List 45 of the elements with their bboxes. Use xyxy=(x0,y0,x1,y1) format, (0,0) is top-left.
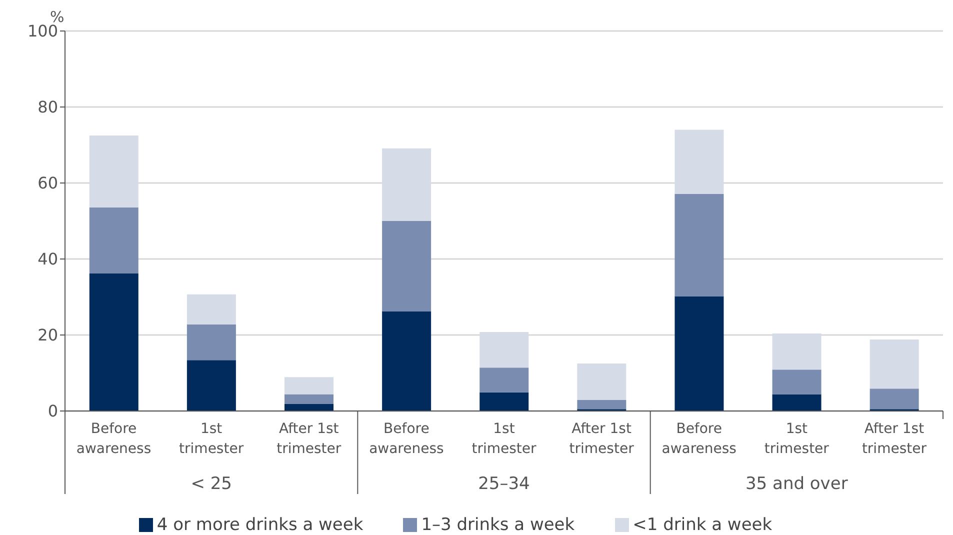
bar xyxy=(186,360,236,411)
legend-label: 1–3 drinks a week xyxy=(421,515,575,535)
bar xyxy=(577,400,626,410)
x-tick-label: After 1st trimester xyxy=(862,421,927,457)
bar xyxy=(870,340,919,389)
x-tick-label: Before awareness xyxy=(662,421,736,457)
y-tick-label: 0 xyxy=(48,402,58,421)
bar xyxy=(772,370,822,394)
bar xyxy=(674,194,724,296)
bar xyxy=(870,388,919,410)
text: < 25 xyxy=(190,474,232,494)
bar xyxy=(382,311,432,411)
y-tick-label: 60 xyxy=(38,174,58,193)
x-tick-label: Before awareness xyxy=(76,421,152,457)
bar xyxy=(186,294,236,324)
y-tick-label: 20 xyxy=(38,326,58,345)
bar xyxy=(480,392,529,411)
legend-label: <1 drink a week xyxy=(632,515,772,535)
bar xyxy=(89,273,138,411)
legend-label: 4 or more drinks a week xyxy=(156,515,364,535)
bar xyxy=(382,221,432,312)
y-tick-label: 80 xyxy=(38,98,58,117)
bar xyxy=(772,394,822,411)
text: 35 and over xyxy=(745,474,848,494)
x-tick-label: After 1st trimester xyxy=(569,421,634,457)
bar xyxy=(674,296,724,411)
y-tick-label: 40 xyxy=(38,250,58,269)
x-tick-label: Before awareness xyxy=(369,421,444,457)
bar xyxy=(772,333,822,370)
bar xyxy=(674,130,724,194)
bar xyxy=(480,332,529,368)
bar xyxy=(382,148,432,221)
bar xyxy=(577,364,626,400)
x-tick-label: 1st trimester xyxy=(472,421,537,457)
x-tick-label: After 1st trimester xyxy=(276,421,342,457)
x-tick-label: 1st trimester xyxy=(179,421,244,457)
bar xyxy=(284,394,334,404)
bar xyxy=(186,324,236,360)
bar xyxy=(284,377,334,394)
bar xyxy=(480,368,529,392)
bar xyxy=(89,136,138,208)
text: 25–34 xyxy=(478,474,530,494)
bar xyxy=(284,404,334,411)
bar xyxy=(89,207,138,274)
x-tick-label: 1st trimester xyxy=(764,421,830,457)
